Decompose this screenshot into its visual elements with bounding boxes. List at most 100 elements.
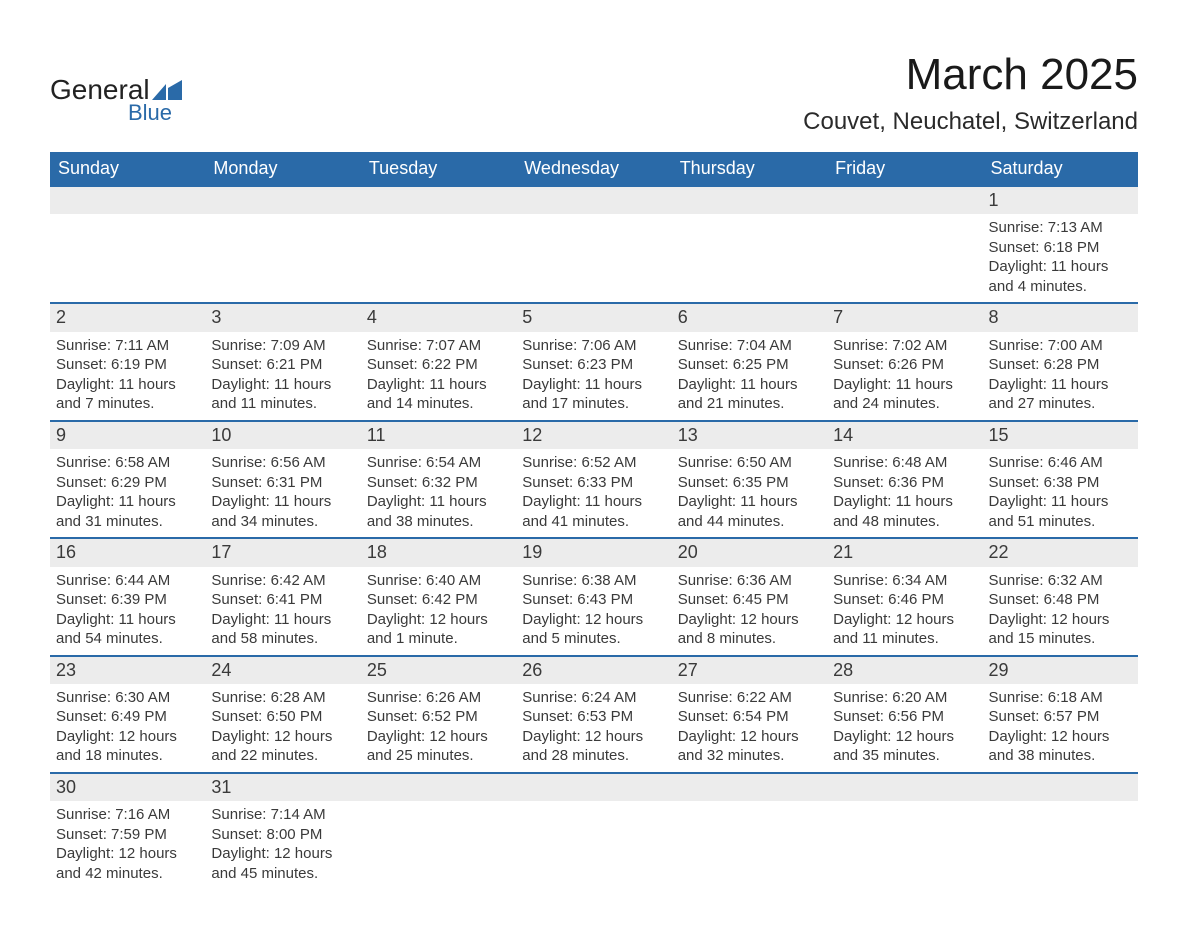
day-details: Sunrise: 6:48 AMSunset: 6:36 PMDaylight:…: [827, 449, 982, 537]
calendar-day: 13Sunrise: 6:50 AMSunset: 6:35 PMDayligh…: [672, 421, 827, 538]
day-number: 11: [361, 422, 516, 449]
day-details: Sunrise: 7:06 AMSunset: 6:23 PMDaylight:…: [516, 332, 671, 420]
day-details: Sunrise: 6:56 AMSunset: 6:31 PMDaylight:…: [205, 449, 360, 537]
sunrise-line: Sunrise: 7:11 AM: [56, 336, 199, 356]
calendar-day: 3Sunrise: 7:09 AMSunset: 6:21 PMDaylight…: [205, 303, 360, 420]
sunrise-line: Sunrise: 7:07 AM: [367, 336, 510, 356]
daylight-line-1: Daylight: 12 hours: [833, 610, 976, 630]
daylight-line-2: and 11 minutes.: [833, 629, 976, 649]
sunrise-line: Sunrise: 7:13 AM: [989, 218, 1132, 238]
calendar-day: 23Sunrise: 6:30 AMSunset: 6:49 PMDayligh…: [50, 656, 205, 773]
calendar-day: 16Sunrise: 6:44 AMSunset: 6:39 PMDayligh…: [50, 538, 205, 655]
daylight-line-2: and 1 minute.: [367, 629, 510, 649]
calendar-day: 2Sunrise: 7:11 AMSunset: 6:19 PMDaylight…: [50, 303, 205, 420]
calendar-day: 11Sunrise: 6:54 AMSunset: 6:32 PMDayligh…: [361, 421, 516, 538]
calendar-day-empty: [516, 186, 671, 303]
day-details: Sunrise: 6:32 AMSunset: 6:48 PMDaylight:…: [983, 567, 1138, 655]
weekday-header: Friday: [827, 152, 982, 186]
sunset-line: Sunset: 6:52 PM: [367, 707, 510, 727]
day-details: Sunrise: 6:18 AMSunset: 6:57 PMDaylight:…: [983, 684, 1138, 772]
daylight-line-1: Daylight: 12 hours: [367, 610, 510, 630]
sunrise-line: Sunrise: 6:38 AM: [522, 571, 665, 591]
day-details: Sunrise: 6:36 AMSunset: 6:45 PMDaylight:…: [672, 567, 827, 655]
calendar-day: 9Sunrise: 6:58 AMSunset: 6:29 PMDaylight…: [50, 421, 205, 538]
day-number: [361, 187, 516, 214]
day-details: Sunrise: 7:11 AMSunset: 6:19 PMDaylight:…: [50, 332, 205, 420]
daylight-line-1: Daylight: 11 hours: [367, 375, 510, 395]
calendar-day: 28Sunrise: 6:20 AMSunset: 6:56 PMDayligh…: [827, 656, 982, 773]
daylight-line-2: and 8 minutes.: [678, 629, 821, 649]
daylight-line-1: Daylight: 11 hours: [211, 492, 354, 512]
sunset-line: Sunset: 6:33 PM: [522, 473, 665, 493]
day-number: 16: [50, 539, 205, 566]
daylight-line-1: Daylight: 11 hours: [522, 492, 665, 512]
day-number: [50, 187, 205, 214]
day-number: [827, 187, 982, 214]
weekday-row: SundayMondayTuesdayWednesdayThursdayFrid…: [50, 152, 1138, 186]
calendar-day: 24Sunrise: 6:28 AMSunset: 6:50 PMDayligh…: [205, 656, 360, 773]
calendar-day: 19Sunrise: 6:38 AMSunset: 6:43 PMDayligh…: [516, 538, 671, 655]
day-number: 31: [205, 774, 360, 801]
sunrise-line: Sunrise: 6:40 AM: [367, 571, 510, 591]
day-number: 4: [361, 304, 516, 331]
sunrise-line: Sunrise: 7:04 AM: [678, 336, 821, 356]
day-number: 7: [827, 304, 982, 331]
sunrise-line: Sunrise: 6:46 AM: [989, 453, 1132, 473]
sunset-line: Sunset: 6:29 PM: [56, 473, 199, 493]
daylight-line-2: and 58 minutes.: [211, 629, 354, 649]
daylight-line-2: and 44 minutes.: [678, 512, 821, 532]
calendar-day: 29Sunrise: 6:18 AMSunset: 6:57 PMDayligh…: [983, 656, 1138, 773]
daylight-line-2: and 5 minutes.: [522, 629, 665, 649]
day-number: 22: [983, 539, 1138, 566]
daylight-line-1: Daylight: 11 hours: [833, 375, 976, 395]
calendar-day: 26Sunrise: 6:24 AMSunset: 6:53 PMDayligh…: [516, 656, 671, 773]
day-number: [516, 187, 671, 214]
calendar-week: 2Sunrise: 7:11 AMSunset: 6:19 PMDaylight…: [50, 303, 1138, 420]
calendar-day: 5Sunrise: 7:06 AMSunset: 6:23 PMDaylight…: [516, 303, 671, 420]
calendar-day: 30Sunrise: 7:16 AMSunset: 7:59 PMDayligh…: [50, 773, 205, 889]
day-number: 20: [672, 539, 827, 566]
sunset-line: Sunset: 6:36 PM: [833, 473, 976, 493]
day-number: [672, 774, 827, 801]
daylight-line-1: Daylight: 11 hours: [56, 492, 199, 512]
calendar-day: 6Sunrise: 7:04 AMSunset: 6:25 PMDaylight…: [672, 303, 827, 420]
daylight-line-2: and 34 minutes.: [211, 512, 354, 532]
calendar-day-empty: [516, 773, 671, 889]
daylight-line-1: Daylight: 11 hours: [367, 492, 510, 512]
sunrise-line: Sunrise: 6:26 AM: [367, 688, 510, 708]
sunset-line: Sunset: 6:45 PM: [678, 590, 821, 610]
day-number: [672, 187, 827, 214]
sunset-line: Sunset: 7:59 PM: [56, 825, 199, 845]
sunset-line: Sunset: 6:39 PM: [56, 590, 199, 610]
calendar-day-empty: [983, 773, 1138, 889]
daylight-line-2: and 22 minutes.: [211, 746, 354, 766]
sunrise-line: Sunrise: 6:32 AM: [989, 571, 1132, 591]
sunset-line: Sunset: 6:21 PM: [211, 355, 354, 375]
day-number: 15: [983, 422, 1138, 449]
daylight-line-2: and 45 minutes.: [211, 864, 354, 884]
day-details: Sunrise: 6:22 AMSunset: 6:54 PMDaylight:…: [672, 684, 827, 772]
sunrise-line: Sunrise: 6:48 AM: [833, 453, 976, 473]
flag-icon: [152, 80, 182, 100]
daylight-line-2: and 51 minutes.: [989, 512, 1132, 532]
day-number: 25: [361, 657, 516, 684]
daylight-line-1: Daylight: 12 hours: [211, 727, 354, 747]
sunrise-line: Sunrise: 7:14 AM: [211, 805, 354, 825]
day-details: Sunrise: 7:07 AMSunset: 6:22 PMDaylight:…: [361, 332, 516, 420]
day-number: 2: [50, 304, 205, 331]
sunset-line: Sunset: 6:54 PM: [678, 707, 821, 727]
day-details: Sunrise: 7:04 AMSunset: 6:25 PMDaylight:…: [672, 332, 827, 420]
daylight-line-2: and 24 minutes.: [833, 394, 976, 414]
daylight-line-1: Daylight: 12 hours: [678, 727, 821, 747]
sunset-line: Sunset: 6:18 PM: [989, 238, 1132, 258]
calendar-day-empty: [50, 186, 205, 303]
sunrise-line: Sunrise: 6:30 AM: [56, 688, 199, 708]
day-details: Sunrise: 6:26 AMSunset: 6:52 PMDaylight:…: [361, 684, 516, 772]
sunrise-line: Sunrise: 6:20 AM: [833, 688, 976, 708]
weekday-header: Tuesday: [361, 152, 516, 186]
sunset-line: Sunset: 6:49 PM: [56, 707, 199, 727]
sunrise-line: Sunrise: 6:52 AM: [522, 453, 665, 473]
day-number: 12: [516, 422, 671, 449]
day-details: Sunrise: 6:38 AMSunset: 6:43 PMDaylight:…: [516, 567, 671, 655]
daylight-line-2: and 38 minutes.: [367, 512, 510, 532]
